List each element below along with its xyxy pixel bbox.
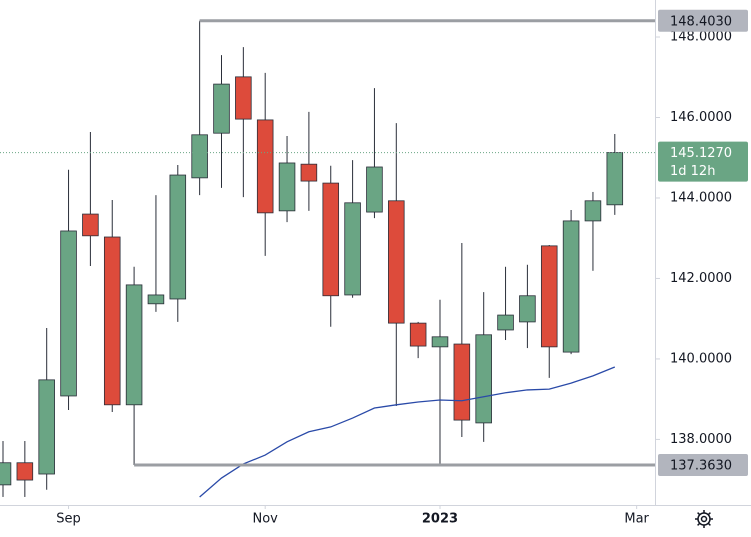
candle-body	[519, 295, 536, 323]
candle-body	[584, 200, 602, 222]
candle-body	[366, 166, 383, 213]
moving-average	[199, 366, 616, 498]
countdown-label: 1d 12h	[670, 164, 715, 179]
level-label-box	[658, 454, 748, 477]
y-tick-label: 148.0000	[670, 30, 732, 45]
candle-body	[540, 245, 558, 348]
candle-body	[235, 76, 252, 120]
candle-body	[191, 134, 208, 179]
level-label: 137.3630	[670, 459, 732, 474]
price-label: 145.1270	[670, 146, 732, 161]
price-label-box	[658, 141, 748, 182]
level-label: 148.4030	[670, 14, 732, 29]
candle-body	[453, 343, 471, 421]
candle-body	[300, 163, 318, 182]
candle-body	[103, 236, 121, 406]
candle-body	[475, 334, 492, 424]
candle-body	[38, 379, 55, 475]
candle-body	[0, 462, 12, 486]
y-tick-label: 146.0000	[670, 110, 732, 125]
x-tick-label: 2023	[422, 512, 458, 527]
x-tick-label: Nov	[253, 512, 279, 527]
candle-body	[562, 220, 580, 353]
candle-body	[169, 174, 187, 300]
candle-body	[147, 294, 165, 305]
y-tick-label: 142.0000	[670, 271, 732, 286]
candle-body	[256, 119, 274, 214]
candle-body	[60, 230, 77, 397]
candle-body	[213, 83, 230, 134]
x-tick-label: Sep	[56, 512, 81, 527]
candle-body	[344, 202, 361, 296]
y-tick-label: 140.0000	[670, 351, 732, 366]
candle-body	[431, 336, 449, 348]
y-tick-label: 138.0000	[670, 432, 732, 447]
candle-body	[278, 162, 296, 212]
level-label-box	[658, 9, 748, 32]
candle-body	[388, 200, 405, 324]
settings-icon[interactable]	[695, 510, 713, 528]
y-tick-label: 144.0000	[670, 190, 732, 205]
candle-body	[322, 182, 340, 297]
candle-body	[125, 284, 143, 406]
candle-body	[606, 152, 624, 206]
candle-body	[497, 314, 514, 331]
candle-body	[16, 462, 34, 481]
x-tick-label: Mar	[624, 512, 649, 527]
candle-body	[82, 213, 99, 237]
candle-body	[409, 322, 427, 347]
